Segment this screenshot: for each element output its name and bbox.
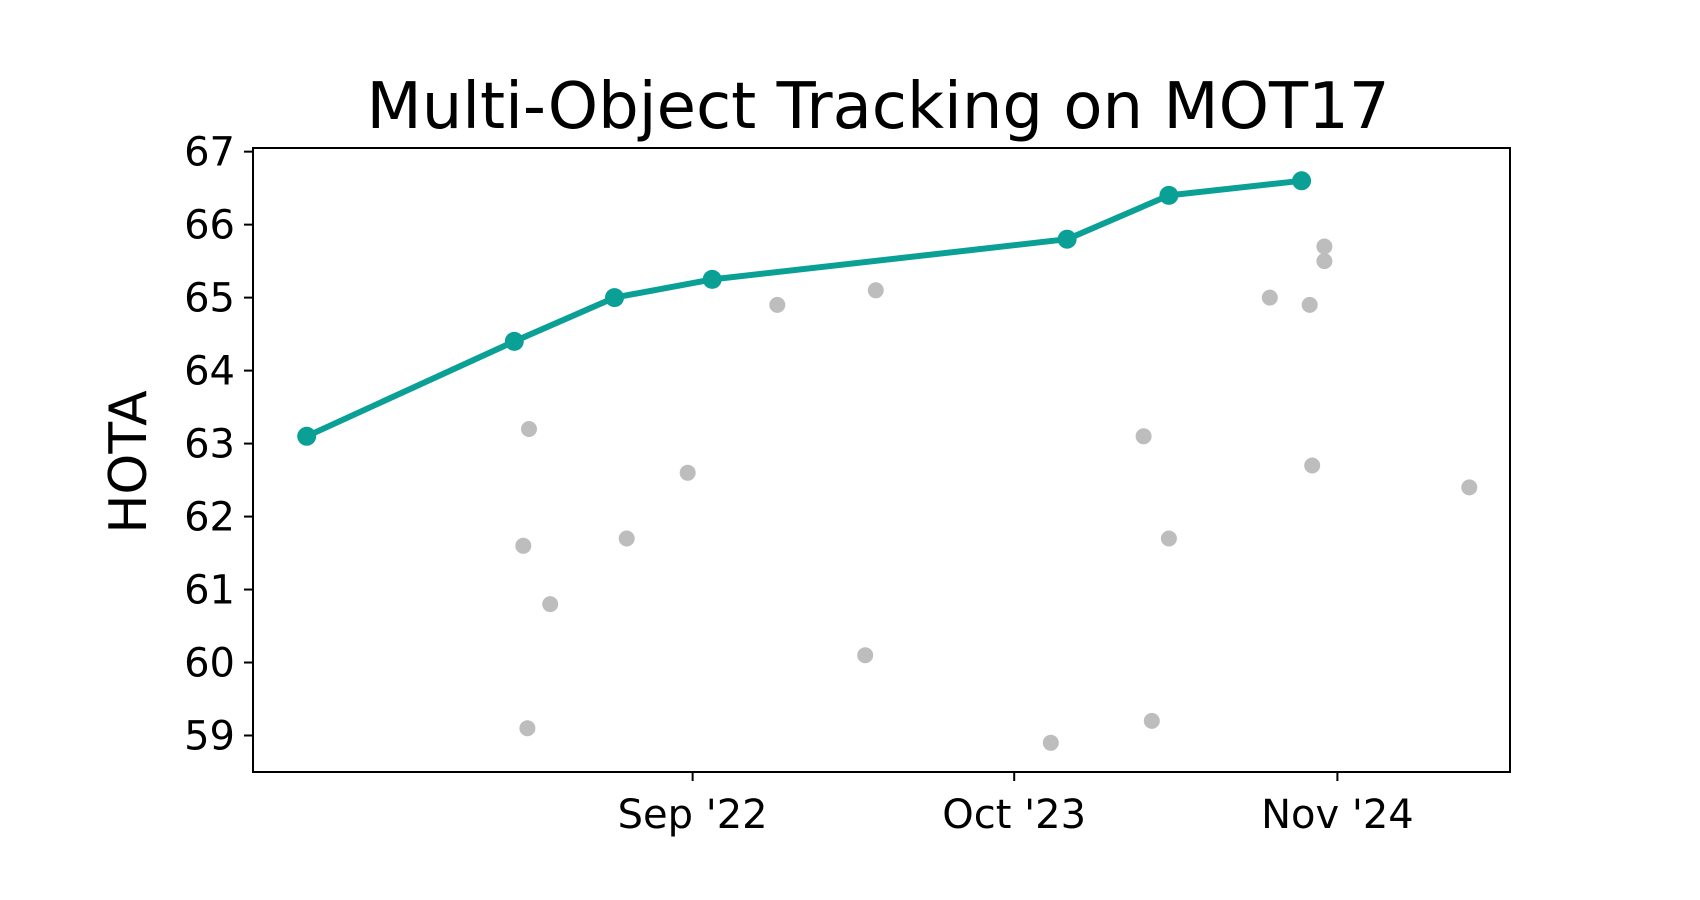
chart-title: Multi-Object Tracking on MOT17 <box>366 70 1389 144</box>
other-model-point <box>1304 457 1321 474</box>
axes-layer: 59 60 61 62 63 64 65 66 67 Sep '22 Oct '23 Nov '24 <box>184 130 1511 838</box>
y-tick-label: 65 <box>184 276 235 322</box>
other-model-point <box>1160 530 1177 547</box>
y-tick-label: 59 <box>184 714 235 760</box>
y-tick-label: 63 <box>184 422 235 468</box>
other-model-point <box>1042 734 1059 751</box>
y-tick-label: 62 <box>184 495 235 541</box>
other-model-point <box>542 596 559 613</box>
x-tick-label: Oct '23 <box>942 792 1086 838</box>
marks-layer <box>297 171 1478 751</box>
other-model-point <box>1261 289 1278 306</box>
sota-point <box>1057 229 1077 249</box>
other-model-point <box>867 282 884 299</box>
y-tick-label: 60 <box>184 641 235 687</box>
sota-point <box>605 288 624 308</box>
other-model-point <box>857 647 874 664</box>
other-model-point <box>1316 253 1333 270</box>
other-model-point <box>515 537 532 554</box>
sota-point <box>702 269 722 289</box>
sota-point <box>1159 185 1179 205</box>
other-model-point <box>1461 479 1478 496</box>
sota-point <box>1292 171 1312 191</box>
sota-point <box>297 426 317 446</box>
y-axis-label: HOTA <box>99 390 159 534</box>
x-tick-label: Nov '24 <box>1261 792 1414 838</box>
y-tick-label: 64 <box>184 349 235 395</box>
other-model-point <box>618 530 635 547</box>
other-model-point <box>521 421 537 437</box>
other-model-point <box>769 296 786 313</box>
sota-point <box>504 331 524 351</box>
x-tick-label: Sep '22 <box>618 792 768 838</box>
y-tick-label: 66 <box>184 203 235 249</box>
y-tick-label: 61 <box>184 568 235 614</box>
plot-frame <box>252 147 1511 773</box>
other-model-point <box>1316 238 1333 255</box>
other-model-point <box>1143 712 1160 729</box>
other-model-point <box>679 464 696 481</box>
y-tick-label: 67 <box>184 130 235 176</box>
other-model-point <box>1301 296 1318 313</box>
other-model-point <box>519 720 536 737</box>
other-model-point <box>1135 428 1152 445</box>
